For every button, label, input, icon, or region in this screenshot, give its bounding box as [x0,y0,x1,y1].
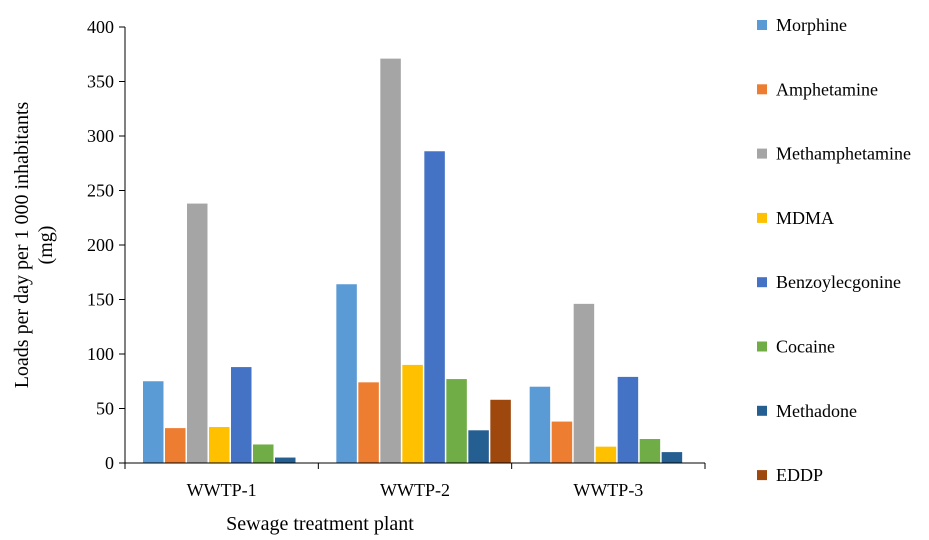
y-tick-label: 50 [96,399,114,419]
x-tick-label: WWTP-2 [380,480,450,500]
x-axis-label: Sewage treatment plant [226,513,414,535]
legend: Morphine Amphetamine Methamphetamine MDMA Be… [757,15,911,485]
bar-methadone-wwtp-3 [661,452,683,463]
y-tick-label: 100 [87,344,114,364]
bar-eddp-wwtp-2 [490,399,511,463]
legend-swatch [757,148,767,159]
x-axis-ticks: WWTP-1 WWTP-2 WWTP-3 [124,463,706,500]
legend-swatch [757,341,767,352]
bar-methamphetamine-wwtp-1 [187,203,208,463]
y-tick-label: 150 [87,290,114,310]
legend-label: EDDP [776,465,823,485]
y-tick-label: 300 [87,126,114,146]
y-axis-label-line-1: Loads per day per 1 000 inhabitants [11,101,33,388]
bar-morphine-wwtp-2 [336,284,357,463]
bar-amphetamine-wwtp-1 [165,428,186,463]
bar-morphine-wwtp-3 [529,386,551,463]
legend-label: MDMA [776,208,834,228]
bar-methamphetamine-wwtp-3 [573,303,595,463]
bar-cocaine-wwtp-3 [639,439,661,463]
legend-swatch [757,20,767,30]
bar-benzoylecgonine-wwtp-1 [231,367,252,463]
x-tick-label: WWTP-3 [573,480,643,500]
bar-methamphetamine-wwtp-2 [380,58,401,464]
bar-morphine-wwtp-1 [143,381,164,463]
legend-label: Methamphetamine [776,144,911,164]
legend-label: Amphetamine [776,79,878,99]
bar-cocaine-wwtp-2 [446,379,467,463]
bar-mdma-wwtp-2 [402,364,423,463]
legend-swatch [757,405,767,416]
legend-swatch [757,212,767,223]
y-tick-label: 0 [105,453,114,473]
y-tick-label: 250 [87,181,114,201]
y-axis-label-line-2: (mg) [35,226,57,265]
legend-swatch [757,277,767,288]
bar-mdma-wwtp-1 [209,427,230,463]
y-tick-label: 200 [87,235,114,255]
legend-label: Benzoylecgonine [776,272,901,292]
bar-amphetamine-wwtp-3 [551,421,573,463]
legend-swatch [757,84,767,95]
y-tick-label: 350 [87,72,114,92]
bars-group [143,58,683,464]
bar-methadone-wwtp-2 [468,430,489,463]
x-tick-label: WWTP-1 [187,480,257,500]
y-axis-ticks: 0 50 100 150 200 250 300 350 400 [87,17,125,473]
y-tick-label: 400 [87,17,114,37]
legend-label: Cocaine [776,337,835,357]
bar-cocaine-wwtp-1 [253,444,274,463]
legend-swatch [757,470,767,481]
bar-benzoylecgonine-wwtp-3 [617,376,639,463]
legend-label: Morphine [776,15,847,35]
bar-methadone-wwtp-1 [275,457,296,463]
legend-label: Methadone [776,401,857,421]
bar-benzoylecgonine-wwtp-2 [424,151,445,463]
bar-mdma-wwtp-3 [595,446,617,463]
bar-amphetamine-wwtp-2 [358,382,379,463]
